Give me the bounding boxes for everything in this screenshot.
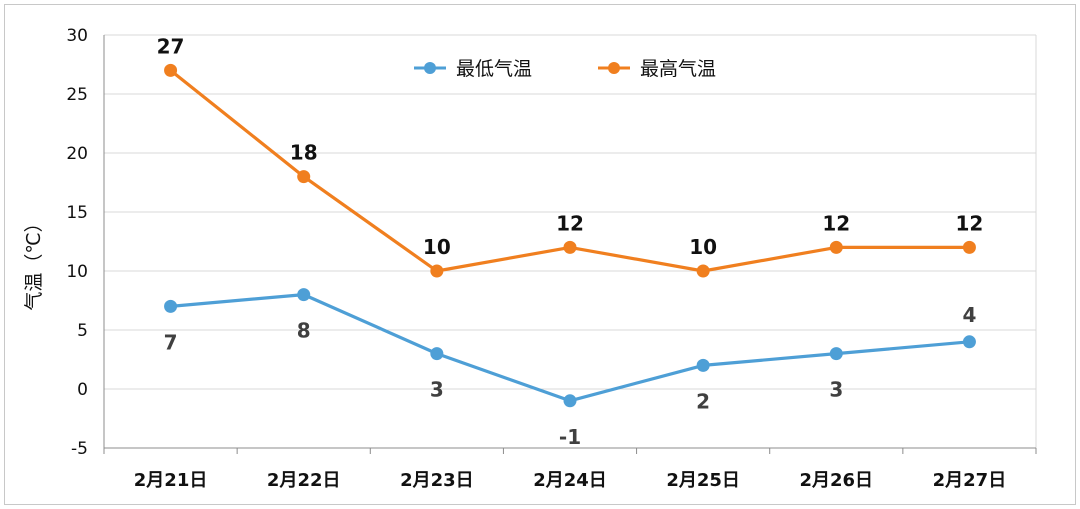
data-label-low: 7 [164,330,178,354]
data-point-low [563,394,577,408]
data-label-high: 27 [157,34,185,58]
data-point-high [563,240,577,254]
x-tick-label: 2月27日 [933,470,1007,491]
x-tick-label: 2月26日 [799,470,873,491]
data-label-low: 3 [829,378,843,402]
data-label-low: -1 [559,425,581,449]
data-point-low [430,347,444,361]
data-point-high [430,264,444,278]
y-tick-label: 15 [66,203,88,223]
data-label-low: 3 [430,378,444,402]
data-label-high: 18 [290,141,318,165]
y-tick-label: -5 [71,439,88,459]
data-label-layer: 7 8 3 -1 2 3 4 27 18 10 12 10 12 12 [157,34,984,448]
axis-layer: -5 0 5 10 15 20 25 30 2月21日 2月22日 2月23日 2月24日 2月25日 2… [66,26,1037,491]
legend-label-low: 最低气温 [456,58,532,80]
series-layer [164,63,976,408]
data-label-low: 2 [696,389,710,413]
x-tick-label: 2月21日 [134,470,208,491]
x-tick-label: 2月24日 [533,470,607,491]
data-label-high: 10 [423,235,451,259]
data-label-low: 4 [962,303,976,327]
legend: 最低气温 最高气温 [414,58,716,80]
y-tick-label: 30 [66,26,88,46]
data-point-low [829,347,843,361]
legend-marker-low [424,62,436,74]
legend-item-low: 最低气温 [414,58,532,80]
chart-frame [4,4,1076,505]
y-tick-label: 10 [66,262,88,282]
legend-item-high: 最高气温 [598,58,716,80]
legend-label-high: 最高气温 [640,58,716,80]
y-tick-label: 25 [66,85,88,105]
data-point-high [696,264,710,278]
data-point-low [962,335,976,349]
data-label-high: 12 [822,211,850,235]
data-point-high [164,63,178,77]
x-tick-label: 2月22日 [267,470,341,491]
data-point-high [297,170,311,184]
data-label-high: 12 [556,211,584,235]
y-axis-label: 气温（℃） [23,213,45,310]
data-label-high: 12 [956,211,984,235]
grid-layer [104,34,1037,448]
data-point-low [164,299,178,313]
x-tick-label: 2月23日 [400,470,474,491]
data-label-high: 10 [689,235,717,259]
legend-marker-high [608,62,620,74]
x-tick-label: 2月25日 [666,470,740,491]
y-tick-label: 5 [77,321,88,341]
data-point-low [696,358,710,372]
y-tick-label: 0 [77,380,88,400]
data-point-high [962,240,976,254]
series-line-low [170,293,970,403]
data-label-low: 8 [297,319,311,343]
data-point-low [297,288,311,302]
y-tick-label: 20 [66,144,88,164]
data-point-high [829,240,843,254]
